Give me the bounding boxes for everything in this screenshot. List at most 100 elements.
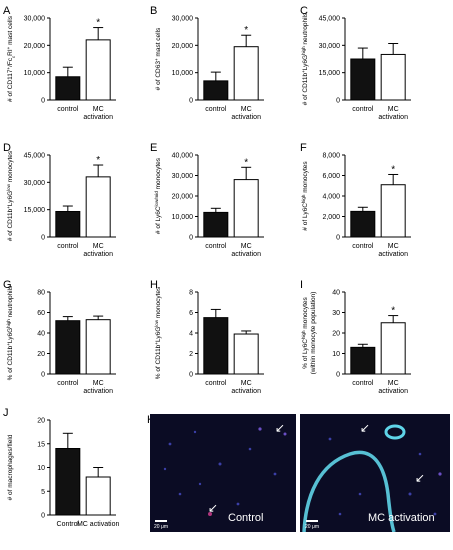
micrograph-mc-image: [302, 424, 442, 532]
panel-letter: I: [300, 279, 303, 291]
bar-control: [350, 346, 376, 375]
y-tick-label: 40: [332, 290, 340, 297]
y-axis-label-part: # of CD117: [7, 69, 14, 102]
x-tick-label: control: [352, 106, 373, 113]
y-tick-label: 0: [189, 235, 193, 242]
bar-control: [203, 211, 229, 238]
y-tick-label: 20,000: [172, 194, 194, 201]
arrow-icon: ↙: [208, 501, 219, 515]
significance-marker: *: [96, 155, 100, 166]
y-tick-label: 8,000: [322, 153, 340, 160]
y-axis-label-part: % of CD11b: [7, 345, 14, 380]
x-tick-label: control: [57, 243, 78, 250]
x-tick-label: activation: [83, 114, 113, 121]
x-tick-label: control: [57, 106, 78, 113]
scale-bar-label: 20 μm: [154, 524, 168, 530]
y-tick-label: 20,000: [172, 43, 194, 50]
x-tick-label: activation: [231, 114, 261, 121]
x-tick-label: activation: [83, 388, 113, 395]
y-axis-label-part: Ly6G: [7, 191, 14, 206]
bar-mc-activation: [85, 176, 111, 238]
x-tick-label: MC: [241, 380, 252, 387]
bar-mc-activation: [85, 476, 111, 516]
y-axis-label-part: low: [154, 319, 159, 327]
y-axis-label: # of macrophages/field: [7, 434, 14, 500]
y-axis-label-part: high: [6, 319, 11, 328]
x-tick-label: activation: [83, 251, 113, 258]
bar-mc-activation: [380, 53, 406, 101]
y-axis-label-part: % of Ly6C: [302, 339, 309, 369]
y-axis-label-part: Ly6G: [7, 328, 14, 343]
y-axis-label-part: +: [6, 206, 11, 209]
y-tick-label: 8: [189, 290, 193, 297]
y-tick-label: 30,000: [172, 16, 194, 23]
y-tick-label: 0: [41, 372, 45, 379]
y-axis-label-part: # of Ly6C: [155, 206, 162, 234]
significance-marker: *: [391, 306, 395, 317]
y-tick-label: 40,000: [172, 153, 194, 160]
bar-mc-activation: [85, 319, 111, 375]
y-tick-label: 0: [189, 98, 193, 105]
y-tick-label: 30: [332, 310, 340, 317]
x-tick-label: MC: [241, 243, 252, 250]
micrograph-mc-label: MC activation: [368, 512, 435, 524]
bar-mc-activation: [380, 184, 406, 238]
panel-letter: J: [3, 407, 9, 419]
bar-control: [203, 317, 229, 375]
y-axis-label-part: # of CD11b: [302, 72, 309, 105]
x-tick-label: activation: [378, 251, 408, 258]
y-tick-label: 0: [189, 372, 193, 379]
y-axis-label-part: Ly6G: [155, 327, 162, 342]
x-tick-label: control: [205, 243, 226, 250]
x-tick-label: MC: [388, 380, 399, 387]
y-axis-label-part: high: [301, 194, 306, 203]
x-tick-label: control: [205, 106, 226, 113]
y-tick-label: 15,000: [319, 70, 341, 77]
x-tick-label: MC: [388, 243, 399, 250]
panel-letter: C: [300, 5, 308, 17]
bar-control: [55, 448, 81, 516]
panel-letter: G: [3, 279, 12, 291]
y-tick-label: 0: [336, 235, 340, 242]
y-axis-label-part: mast cells: [155, 27, 162, 58]
y-tick-label: 5: [41, 489, 45, 496]
chart-panel-f: F 0 2,000 4,000 6,000 8,000 control MCactivatio…: [300, 142, 411, 258]
y-tick-label: 20: [37, 351, 45, 358]
y-axis-label-part: mast cells: [7, 15, 14, 46]
y-axis-label-part: RI: [7, 49, 14, 56]
panel-letter: B: [150, 5, 157, 17]
y-tick-label: 30,000: [24, 16, 46, 23]
panel-letter: A: [3, 5, 11, 17]
y-axis-label-part: monocytes: [7, 150, 14, 184]
x-tick-label: activation: [231, 251, 261, 258]
y-axis-label-part: monocytes: [302, 161, 309, 195]
y-axis-label-part: # of CD11b: [7, 208, 14, 241]
y-axis-label-part: +: [154, 58, 159, 61]
y-axis-label-part: low: [6, 183, 11, 191]
y-tick-label: 15: [37, 441, 45, 448]
y-tick-label: 15,000: [24, 207, 46, 214]
x-tick-label: control: [205, 380, 226, 387]
y-axis-label: % of CD11b+Ly6Ghigh neutrophils: [6, 285, 15, 380]
arrow-icon: ↙: [360, 421, 371, 435]
y-axis-label-part: high: [301, 46, 306, 55]
y-tick-label: 60: [37, 310, 45, 317]
y-axis-label-part: monocytes: [155, 157, 162, 191]
micrograph-control-image: [163, 427, 287, 516]
y-axis-label: % of Ly6Chigh monocytes: [301, 297, 310, 369]
bar-control: [55, 210, 81, 238]
y-tick-label: 20: [37, 418, 45, 425]
y-tick-label: 0: [41, 235, 45, 242]
y-axis-label: % of CD11b+Ly6Glow monocytes: [154, 286, 163, 379]
x-tick-label: MC: [241, 106, 252, 113]
y-axis-label-part: monocytes: [302, 297, 309, 331]
y-tick-label: 2,000: [322, 214, 340, 221]
arrow-icon: ↙: [275, 421, 286, 435]
y-axis-label-line2: (within monocyte population): [310, 292, 317, 375]
significance-marker: *: [96, 18, 100, 29]
scale-bar: [306, 520, 318, 522]
